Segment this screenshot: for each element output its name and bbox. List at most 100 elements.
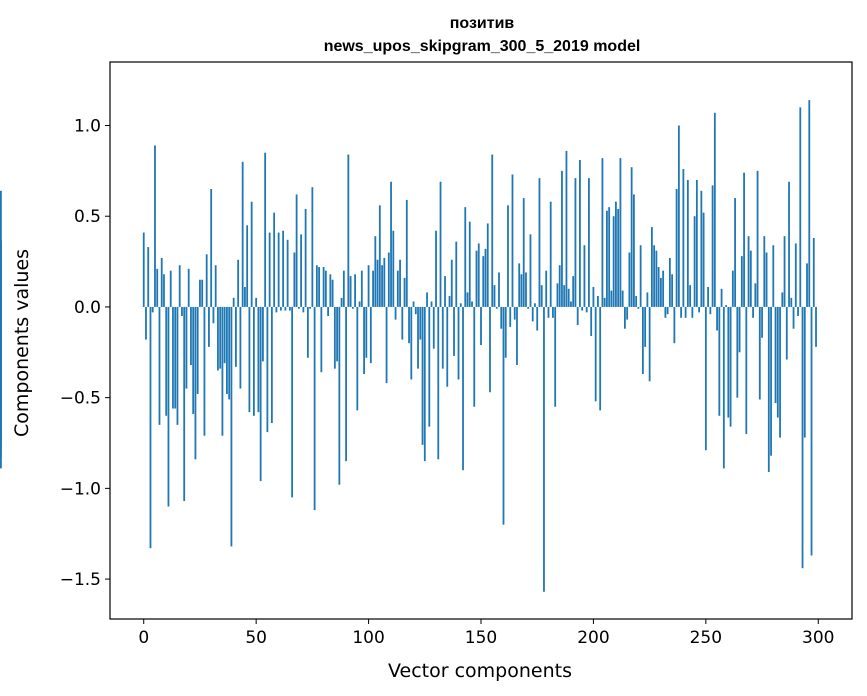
- bar: [511, 174, 514, 307]
- bar: [772, 245, 775, 307]
- bar: [563, 285, 566, 307]
- bar: [329, 274, 332, 307]
- bar: [673, 306, 676, 344]
- bar: [230, 306, 233, 547]
- bar: [217, 306, 219, 371]
- bar: [154, 145, 156, 307]
- bar: [156, 268, 159, 307]
- bar: [641, 306, 644, 375]
- bar: [423, 306, 426, 462]
- bar: [333, 306, 336, 369]
- bar: [273, 212, 276, 307]
- bar: [491, 154, 494, 307]
- bar: [525, 272, 527, 307]
- bar: [322, 267, 325, 307]
- bar: [727, 306, 730, 418]
- bar: [309, 306, 312, 309]
- x-tick-label: 50: [245, 628, 267, 648]
- bar: [781, 292, 784, 307]
- bar: [664, 306, 667, 318]
- bar: [684, 306, 687, 318]
- bar: [235, 306, 237, 367]
- bar: [311, 187, 314, 307]
- bar: [711, 185, 714, 307]
- bar-series: [0, 100, 817, 592]
- bar: [306, 306, 309, 358]
- bar: [522, 198, 525, 307]
- bar: [381, 265, 383, 307]
- bar: [630, 167, 633, 307]
- bar: [619, 158, 622, 307]
- bar: [495, 306, 498, 309]
- bar: [219, 306, 222, 369]
- bar: [754, 283, 757, 307]
- bar: [594, 306, 597, 402]
- bar: [392, 230, 395, 307]
- bar: [275, 306, 278, 313]
- bar: [536, 306, 539, 331]
- bar: [624, 306, 626, 329]
- bar: [257, 306, 260, 413]
- bar: [633, 194, 635, 307]
- bar: [606, 210, 608, 307]
- bar: [763, 236, 766, 307]
- bar: [291, 306, 294, 498]
- bar: [446, 306, 449, 387]
- bar: [390, 181, 392, 307]
- bar: [196, 306, 199, 395]
- bar: [315, 265, 318, 307]
- y-tick-label: −0.5: [60, 389, 101, 409]
- bar: [736, 306, 739, 398]
- bar: [0, 267, 2, 307]
- bar: [718, 306, 721, 416]
- bar: [212, 306, 215, 324]
- bar: [428, 306, 431, 427]
- bar: [579, 159, 581, 307]
- bar: [360, 270, 363, 307]
- bar: [671, 274, 674, 307]
- bar: [266, 306, 269, 433]
- bar: [502, 306, 505, 525]
- bar: [165, 306, 168, 416]
- bar: [792, 306, 795, 329]
- bar: [758, 306, 761, 400]
- bar: [765, 252, 768, 307]
- bar: [756, 170, 759, 307]
- bar: [565, 150, 568, 307]
- bar: [700, 190, 703, 307]
- x-axis-label: Vector components: [388, 660, 572, 682]
- bar: [356, 306, 359, 411]
- bar: [432, 306, 435, 349]
- bar: [466, 292, 469, 307]
- bar: [504, 306, 507, 358]
- bar: [183, 306, 186, 502]
- y-tick-label: −1.0: [60, 479, 101, 499]
- y-axis-label: Components values: [11, 249, 33, 437]
- bar: [358, 301, 361, 307]
- bar: [282, 230, 285, 307]
- bar: [405, 199, 408, 307]
- bar: [806, 263, 808, 307]
- bar: [441, 306, 444, 369]
- bar: [417, 306, 419, 369]
- bar: [223, 306, 226, 364]
- bar: [761, 306, 763, 338]
- bar: [585, 306, 588, 313]
- bar: [534, 303, 536, 307]
- bar: [237, 259, 240, 307]
- bar: [279, 306, 282, 311]
- bar: [457, 306, 460, 380]
- bar: [657, 267, 660, 307]
- x-tick-label: 250: [690, 628, 722, 648]
- bar: [574, 178, 577, 307]
- bar: [507, 205, 509, 307]
- bar: [509, 306, 512, 327]
- bar: [538, 178, 541, 307]
- bar: [262, 306, 264, 362]
- bar: [160, 257, 163, 307]
- bar: [241, 161, 244, 307]
- bar: [369, 306, 372, 364]
- bar: [693, 216, 696, 307]
- bar: [367, 265, 370, 307]
- bar: [799, 107, 802, 307]
